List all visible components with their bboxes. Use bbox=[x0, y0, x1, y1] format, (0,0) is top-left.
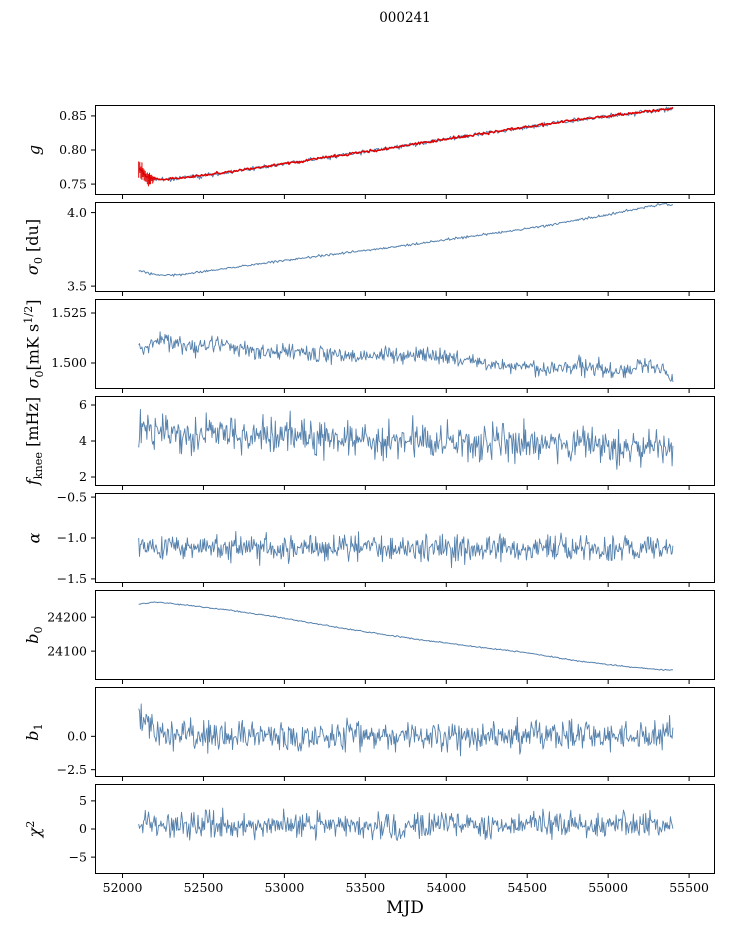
y-tick-label: 1.525 bbox=[51, 305, 87, 320]
series-group bbox=[138, 106, 674, 187]
series-group bbox=[138, 530, 674, 569]
series-line-sigma0-mk bbox=[138, 331, 674, 383]
x-tick-label: 54500 bbox=[507, 880, 548, 895]
y-tick-label: −1.0 bbox=[57, 530, 87, 545]
x-tick-label: 54000 bbox=[426, 880, 467, 895]
axes-box bbox=[95, 105, 715, 195]
y-axis-label-segment: 1/2 bbox=[22, 305, 36, 324]
y-axis-label-segment: 0 bbox=[32, 370, 46, 378]
y-tick-label: 6 bbox=[79, 397, 87, 412]
y-axis-label-segment: 0 bbox=[32, 626, 46, 634]
axes-box bbox=[95, 687, 715, 777]
series-line-gain-model bbox=[138, 107, 674, 181]
y-axis-label-segment: knee bbox=[32, 451, 46, 480]
y-axis-label-4: fknee [mHz] bbox=[23, 397, 45, 485]
y-tick-label: 1.500 bbox=[51, 355, 87, 370]
series-group bbox=[138, 408, 674, 470]
y-axis-label-3: σ0[mK s1/2] bbox=[22, 300, 46, 389]
y-tick-label: −0.5 bbox=[57, 489, 87, 504]
y-tick-label: −2.5 bbox=[57, 762, 87, 777]
x-tick-label: 55500 bbox=[669, 880, 709, 895]
y-axis-label-8: χ2 bbox=[24, 821, 44, 838]
y-axis-label-segment: [mK s bbox=[23, 323, 43, 371]
axes-box bbox=[95, 202, 715, 292]
y-axis-label-segment: 2 bbox=[23, 820, 37, 828]
series-line-alpha bbox=[138, 530, 674, 569]
y-axis-label-segment: σ bbox=[22, 264, 42, 276]
axes-box bbox=[95, 299, 715, 389]
y-axis-label-2: σ0 [du] bbox=[23, 219, 45, 275]
y-axis-label-segment: χ bbox=[25, 827, 45, 838]
y-tick-label: 2 bbox=[79, 469, 87, 484]
y-axis-label-5: α bbox=[25, 533, 44, 544]
subplot-4: 2 4 6 bbox=[79, 396, 715, 490]
axes-box bbox=[95, 396, 715, 486]
series-group bbox=[138, 807, 674, 841]
axes-box bbox=[95, 784, 715, 874]
y-axis-label-segment: b bbox=[22, 730, 42, 741]
y-tick-label: −5 bbox=[69, 849, 87, 864]
subplot-7: −2.5 0.0 bbox=[57, 687, 715, 781]
y-axis-label-segment: 0 bbox=[32, 257, 46, 265]
y-tick-label: 0.80 bbox=[59, 142, 87, 157]
subplot-8: −5 0 5 bbox=[69, 784, 715, 878]
x-axis-label: MJD bbox=[386, 898, 424, 918]
series-line-fknee bbox=[138, 408, 674, 470]
x-tick-label: 52000 bbox=[102, 880, 143, 895]
y-tick-label: −1.5 bbox=[57, 571, 87, 586]
y-axis-label-segment: α bbox=[24, 532, 44, 544]
y-tick-label: 24200 bbox=[47, 609, 87, 624]
y-axis-label-segment: σ bbox=[23, 377, 43, 389]
y-tick-label: 5 bbox=[79, 793, 87, 808]
y-tick-label: 24100 bbox=[47, 643, 87, 658]
subplot-6: 24100 24200 bbox=[47, 590, 715, 684]
y-axis-label-segment: [mHz] bbox=[22, 396, 42, 452]
series-group bbox=[138, 601, 673, 671]
subplot-2: 3.5 4.0 bbox=[67, 202, 715, 296]
y-tick-label: 0 bbox=[79, 821, 87, 836]
y-axis-label-segment: b bbox=[22, 633, 42, 644]
series-group bbox=[138, 703, 674, 757]
y-tick-label: 0.0 bbox=[67, 729, 87, 744]
x-tick-label: 55000 bbox=[588, 880, 629, 895]
y-axis-label-segment: [du] bbox=[22, 218, 42, 258]
series-group bbox=[138, 331, 674, 383]
chart-title: 000241 bbox=[379, 10, 431, 26]
y-axis-label-6: b0 bbox=[23, 626, 45, 643]
subplot-5: −1.5 −1.0 −0.5 bbox=[57, 489, 715, 587]
series-line-sigma0-du bbox=[138, 202, 674, 277]
y-tick-label: 0.85 bbox=[59, 108, 87, 123]
y-axis-label-7: b1 bbox=[23, 723, 45, 740]
series-line-b0 bbox=[138, 601, 673, 671]
y-tick-label: 4.0 bbox=[67, 205, 87, 220]
x-tick-label: 52500 bbox=[183, 880, 224, 895]
y-tick-label: 3.5 bbox=[67, 278, 87, 293]
subplot-1: 0.75 0.80 0.85 bbox=[59, 105, 715, 199]
y-axis-label-segment: g bbox=[24, 144, 44, 156]
series-line-chi2 bbox=[138, 807, 674, 841]
axes-box bbox=[95, 590, 715, 680]
y-axis-label-segment: f bbox=[22, 479, 42, 486]
series-group bbox=[138, 202, 674, 277]
series-line-b1 bbox=[138, 703, 674, 757]
y-axis-label-segment: ] bbox=[23, 299, 43, 306]
axes-box bbox=[95, 493, 715, 583]
subplot-3: 1.500 1.525 bbox=[51, 299, 715, 393]
y-axis-label-segment: 1 bbox=[32, 723, 46, 731]
y-tick-label: 4 bbox=[79, 433, 87, 448]
x-tick-label: 53000 bbox=[264, 880, 305, 895]
y-tick-label: 0.75 bbox=[59, 176, 87, 191]
x-tick-label: 53500 bbox=[345, 880, 386, 895]
y-axis-label-1: g bbox=[25, 145, 44, 155]
